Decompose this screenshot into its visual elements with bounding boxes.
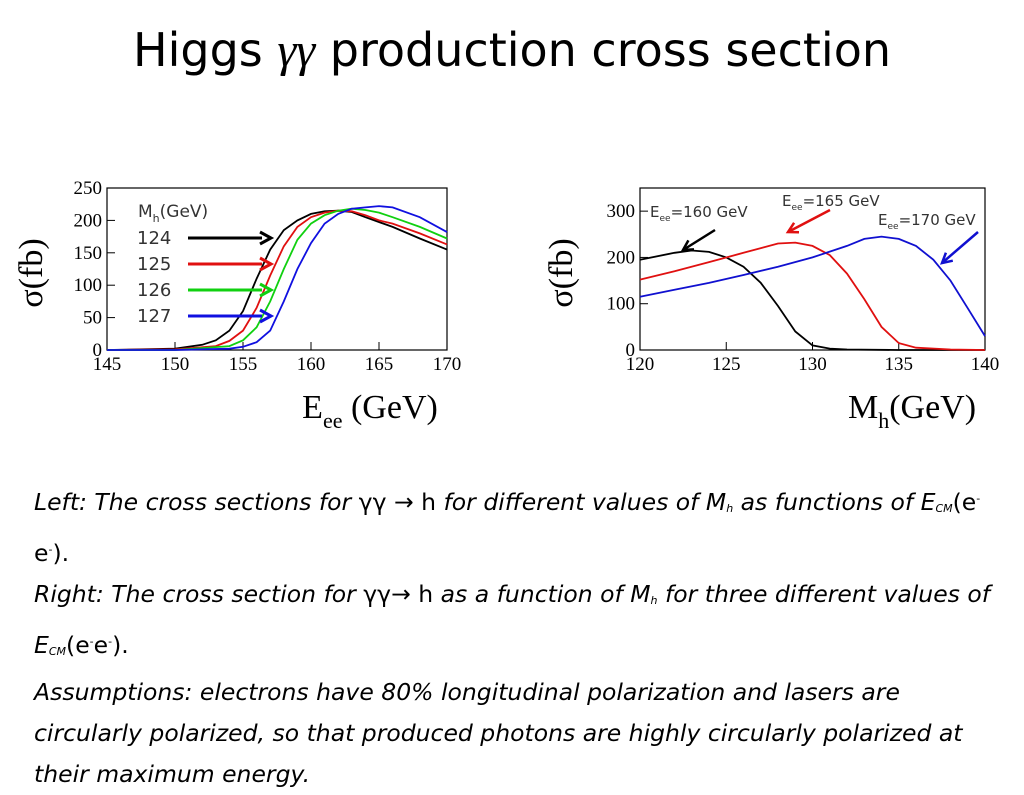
right-arrow-165 xyxy=(787,208,831,234)
right-x-tick-label: 135 xyxy=(885,354,914,375)
left-legend-arrowhead-125 xyxy=(259,256,275,272)
left-y-tick-label: 0 xyxy=(93,340,103,361)
right-y-tick-label: 100 xyxy=(607,294,636,315)
right-y-tick-label: 0 xyxy=(626,340,636,361)
right-series-165 xyxy=(639,241,986,351)
left-series-127 xyxy=(107,205,448,351)
right-x-tick-label: 125 xyxy=(712,354,741,375)
left-series-126 xyxy=(107,207,448,351)
right-y-axis-label: σ(fb) xyxy=(543,238,580,307)
left-legend-label-124: 124 xyxy=(137,228,171,249)
right-label-170: Eee=170 GeV xyxy=(878,211,976,232)
left-legend-arrowhead-126 xyxy=(259,282,275,298)
left-x-tick-label: 165 xyxy=(365,354,394,375)
left-series-125 xyxy=(106,209,448,351)
left-y-axis-label: σ(fb) xyxy=(13,238,50,307)
right-y-tick-label: 300 xyxy=(607,201,636,222)
right-series-160 xyxy=(639,249,985,351)
right-arrow-160 xyxy=(682,228,716,252)
left-x-tick-label: 150 xyxy=(161,354,190,375)
right-x-axis-label: Mh(GeV) xyxy=(848,389,976,433)
left-legend-arrowhead-124 xyxy=(259,230,275,246)
left-x-tick-label: 145 xyxy=(93,354,122,375)
right-series-170 xyxy=(639,235,986,337)
right-arrowhead-165 xyxy=(785,222,800,234)
left-y-tick-label: 200 xyxy=(74,210,103,231)
caption-assumptions: Assumptions: electrons have 80% longitud… xyxy=(34,678,963,788)
left-y-tick-label: 50 xyxy=(83,308,102,329)
left-x-tick-label: 160 xyxy=(297,354,326,375)
right-label-165: Eee=165 GeV xyxy=(782,192,880,213)
caption: Left: The cross sections for γγ → h for … xyxy=(34,478,994,795)
left-legend: 124 125 126 127 xyxy=(137,228,275,327)
left-y-tick-label: 250 xyxy=(74,178,103,199)
left-y-tick-label: 150 xyxy=(74,243,103,264)
left-legend-label-126: 126 xyxy=(137,280,171,301)
left-x-tick-label: 155 xyxy=(229,354,258,375)
right-x-tick-label: 130 xyxy=(798,354,827,375)
left-legend-arrowhead-127 xyxy=(259,308,275,324)
right-x-tick-label: 120 xyxy=(626,354,655,375)
title-text: Higgs xyxy=(133,23,278,77)
caption-right: Right: The cross section for γγ→ h as a … xyxy=(34,580,991,659)
left-frame xyxy=(106,187,448,351)
left-x-tick-label: 170 xyxy=(433,354,462,375)
left-legend-title: Mh(GeV) xyxy=(138,202,208,225)
right-arrowhead-160 xyxy=(680,239,695,252)
right-y-tick-label: 200 xyxy=(607,247,636,268)
right-plot-area: 120 125 130 135 140 0 100 200 300 xyxy=(607,187,1000,375)
left-series-124 xyxy=(106,209,448,351)
left-x-axis-label: Eee (GeV) xyxy=(302,389,438,433)
right-arrow-170 xyxy=(941,231,979,264)
left-y-tick-label: 100 xyxy=(74,275,103,296)
right-arrowhead-170 xyxy=(940,252,954,265)
slide-title: Higgs γγ production cross section xyxy=(0,22,1024,79)
caption-left: Left: The cross sections for γγ → h for … xyxy=(34,488,981,567)
title-text-rest: production cross section xyxy=(315,23,891,77)
title-gamma-gamma: γγ xyxy=(277,24,316,77)
right-x-tick-label: 140 xyxy=(971,354,1000,375)
left-legend-label-127: 127 xyxy=(137,306,171,327)
right-label-160: Eee=160 GeV xyxy=(650,203,748,224)
left-legend-label-125: 125 xyxy=(137,254,171,275)
left-plot-area: 145 150 155 160 165 170 0 50 100 150 200 250 xyxy=(74,178,462,375)
